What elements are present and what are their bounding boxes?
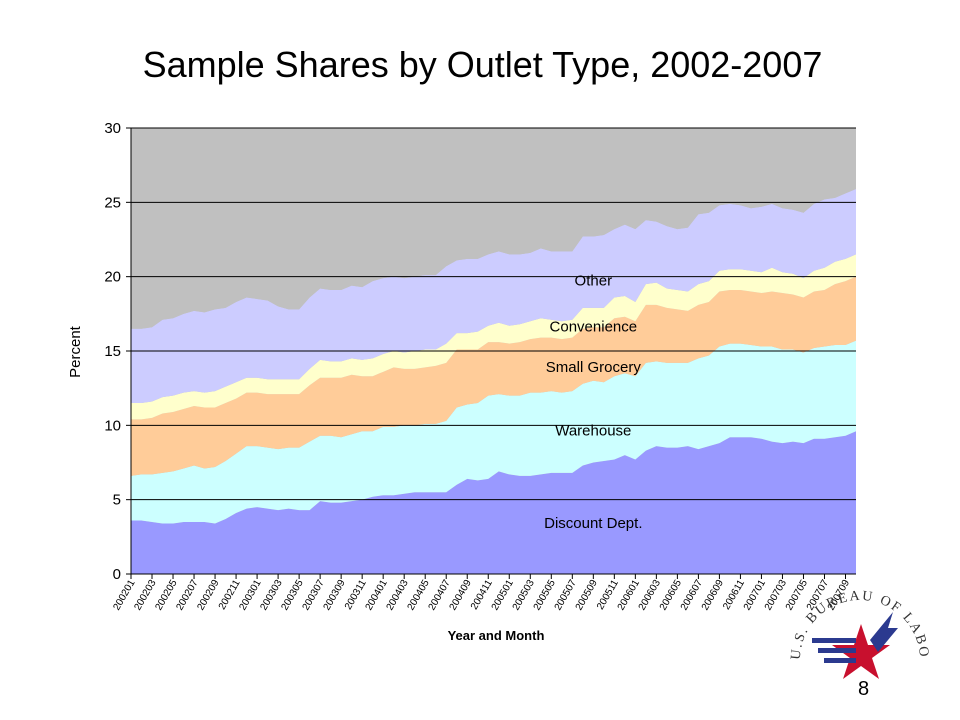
slide-title: Sample Shares by Outlet Type, 2002-2007 xyxy=(142,44,823,85)
series-label: Warehouse xyxy=(555,423,631,440)
area-series-warehouse xyxy=(131,340,856,524)
series-label: Other xyxy=(575,273,613,290)
series-label: Small Grocery xyxy=(546,359,642,376)
page-number: 8 xyxy=(858,678,870,700)
y-tick-label: 25 xyxy=(104,194,121,211)
plot-area xyxy=(131,127,856,574)
area-series-discount-dept xyxy=(131,431,856,574)
bls-logo-text: U.S. BUREAU OF LABOR STATISTICS xyxy=(0,0,929,660)
area-series-convenience xyxy=(131,254,856,420)
star-icon xyxy=(812,612,898,679)
area-series-small-grocery xyxy=(131,276,856,476)
series-label: Discount Dept. xyxy=(544,515,642,532)
y-tick-label: 5 xyxy=(113,492,121,509)
y-tick-label: 20 xyxy=(104,269,121,286)
y-tick-label: 10 xyxy=(104,417,121,434)
y-tick-label: 0 xyxy=(113,566,121,583)
series-label: Convenience xyxy=(550,319,638,336)
y-axis-title: Percent xyxy=(67,325,84,378)
area-series-other xyxy=(131,188,856,404)
area-series-remainder xyxy=(131,128,856,329)
x-axis-title: Year and Month xyxy=(448,628,545,643)
series-labels: Discount Dept. Warehouse Small Grocery Conv… xyxy=(544,273,642,532)
y-tick-label: 15 xyxy=(104,343,121,360)
y-tick-label: 30 xyxy=(104,120,121,137)
